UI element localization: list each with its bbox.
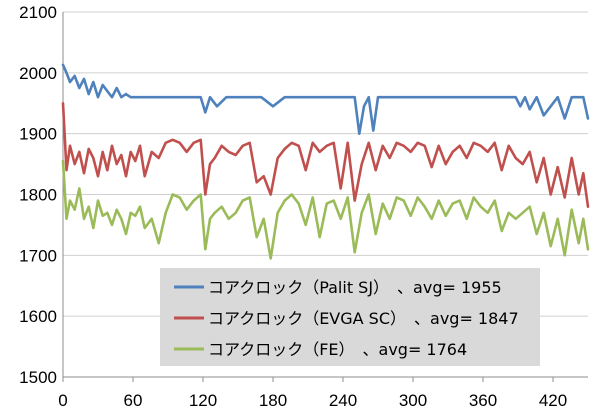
x-tick-label: 360 [469,391,497,410]
legend: コアクロック（Palit SJ） 、avg= 1955 コアクロック（EVGA S… [160,268,540,366]
series-line-1 [61,102,590,208]
x-tick-label: 420 [539,391,567,410]
x-tick-label: 0 [58,391,67,410]
x-tick-label: 240 [329,391,357,410]
axes: 1500 1600 1700 1800 1900 2000 2100 0 60 120 180 240… [19,3,588,410]
x-tick-label: 300 [399,391,427,410]
y-tick-label: 1600 [19,307,57,326]
x-tick-label: 120 [189,391,217,410]
y-tick-label: 1700 [19,246,57,265]
gridlines [63,11,588,317]
y-tick-label: 2100 [19,3,57,22]
series-lines [61,63,590,260]
legend-label-1: コアクロック（EVGA SC） 、avg= 1847 [208,309,519,328]
legend-label-0: コアクロック（Palit SJ） 、avg= 1955 [208,278,502,297]
legend-label-2: コアクロック（FE） 、avg= 1764 [208,340,467,359]
y-tick-label: 1900 [19,125,57,144]
x-tick-label: 180 [259,391,287,410]
x-tick-label: 60 [124,391,143,410]
y-tick-label: 2000 [19,64,57,83]
y-tick-label: 1800 [19,186,57,205]
series-line-0 [61,63,590,135]
legend-box [160,268,540,366]
series-line-2 [61,159,590,260]
y-tick-label: 1500 [19,368,57,387]
